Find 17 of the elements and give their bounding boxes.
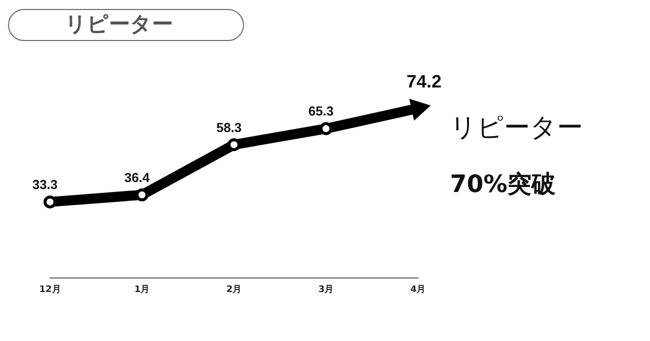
x-tick-label: 2月	[226, 284, 242, 295]
point	[44, 195, 56, 208]
x-tick-label: 3月	[318, 284, 334, 295]
x-tick-label: 1月	[134, 284, 150, 295]
annotation: 70%突破	[450, 169, 556, 200]
point	[228, 138, 240, 152]
point	[136, 188, 148, 202]
data-label: 74.2	[406, 71, 442, 92]
data-label: 65.3	[308, 104, 334, 119]
chart-title: リピーター	[8, 9, 244, 41]
data-label: 58.3	[216, 120, 242, 135]
data-label: 33.3	[32, 177, 58, 192]
x-tick-label: 4月	[410, 284, 426, 295]
data-label: 36.4	[124, 170, 150, 185]
annotation: リピーター	[450, 112, 583, 145]
x-tick-label: 12月	[39, 284, 61, 295]
point	[320, 122, 332, 136]
